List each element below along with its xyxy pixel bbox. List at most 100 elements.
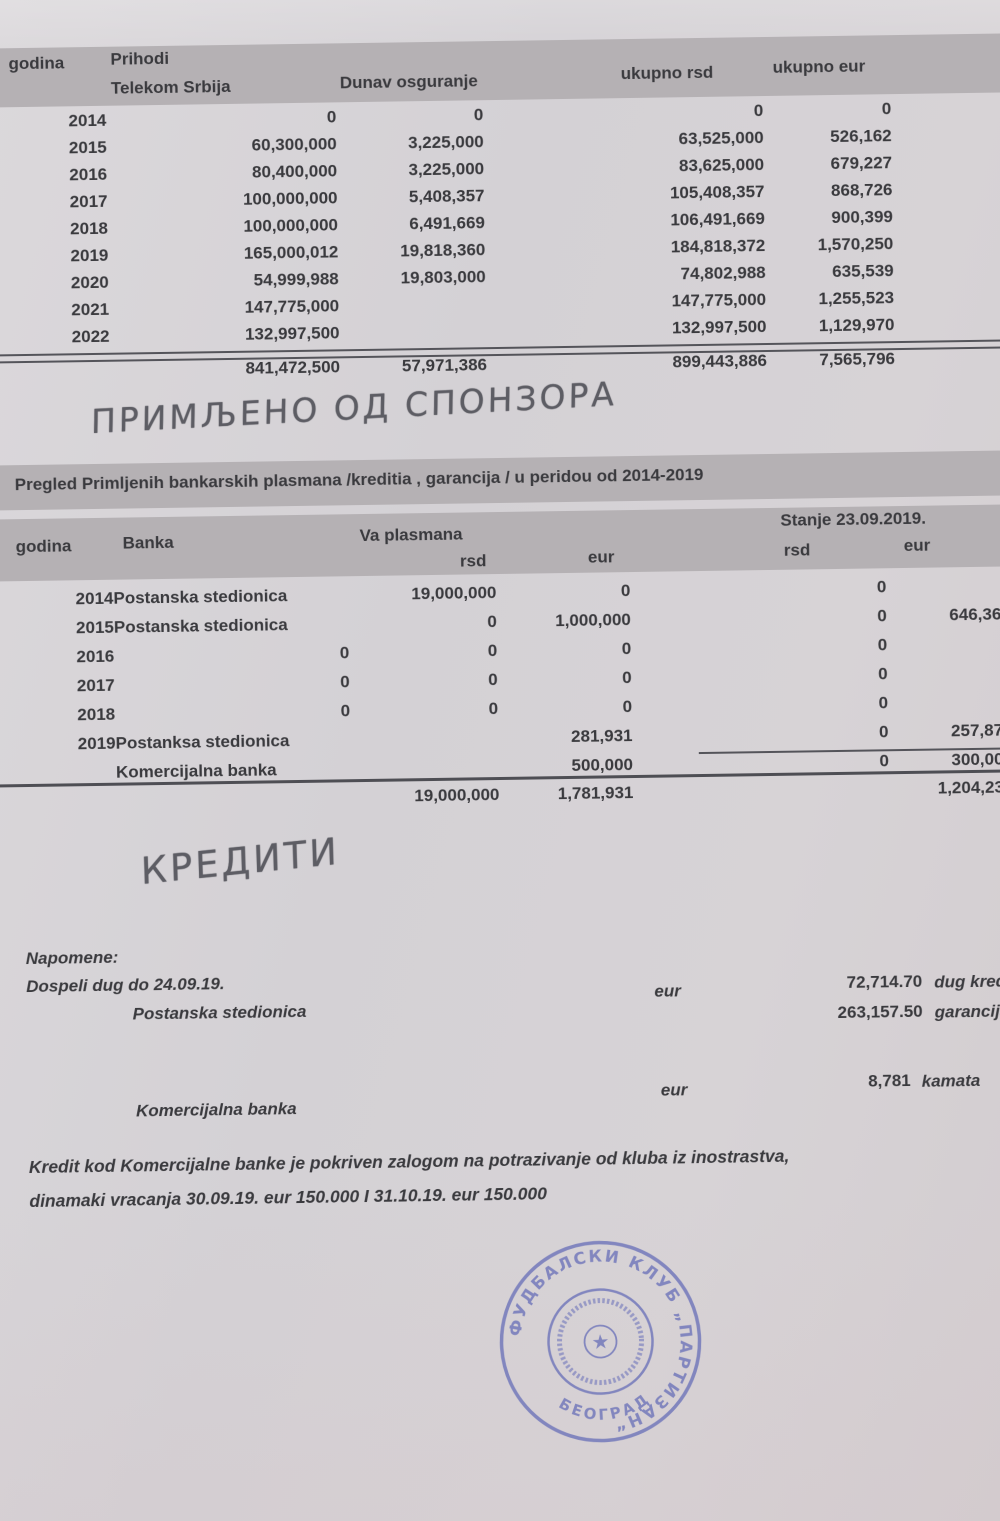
cell-rsd: 0 [488, 698, 499, 718]
cell-ukupno-eur: 1,129,970 [818, 314, 895, 335]
cell-year: 2022 [71, 326, 110, 346]
cell-stanje-eur: 0 [887, 657, 1000, 688]
cell-ukupno-rsd: 184,818,372 [670, 235, 766, 256]
cell-dunav: 3,225,000 [407, 131, 484, 152]
table1-header-ukupno-eur: ukupno eur [772, 56, 866, 77]
handwritten-note-loans: КРЕДИТИ [140, 829, 341, 894]
cell-telekom: 100,000,000 [243, 214, 339, 236]
table2-header-godina: godina [15, 536, 72, 557]
cell-year: 2019 [70, 245, 109, 265]
cell-year: 2015 [75, 617, 115, 637]
cell-bank [115, 668, 330, 700]
total-eur: 1,781,931 [557, 782, 634, 803]
cell-stanje-rsd: 0 [876, 576, 887, 596]
cell-year: 2017 [69, 191, 108, 211]
cell-eur: 0 [620, 580, 631, 600]
cell-ukupno-eur: 679,227 [830, 152, 893, 173]
total-telekom: 841,472,500 [245, 356, 341, 378]
handwritten-note-sponsors: ПРИМЉЕНО ОД СПОНЗОРА [90, 374, 618, 442]
credit-note-line1: Kredit kod Komercijalne banke je pokrive… [28, 1145, 790, 1178]
cell-telekom: 0 [326, 106, 337, 127]
cell-bank [114, 639, 329, 671]
cell-ukupno-eur: 868,726 [830, 179, 893, 200]
cell-stanje-rsd: 0 [878, 663, 888, 683]
notes-bank2: Komercijalna banka [135, 1099, 297, 1121]
table2-subheader-rsd: rsd [459, 551, 487, 571]
cell-stanje-eur: 646,369 [949, 603, 1000, 624]
cell-rsd: 19,000,000 [411, 582, 497, 603]
cell-year: 2018 [69, 218, 109, 238]
cell-dunav: 6,491,669 [409, 212, 486, 233]
cell-year: 2015 [68, 137, 107, 157]
cell-stanje-rsd: 0 [878, 721, 889, 741]
cell-year: 2018 [77, 704, 116, 724]
cell-year: 2014 [75, 588, 114, 608]
cell-ukupno-rsd: 105,408,357 [669, 181, 765, 202]
cell-dunav [339, 290, 486, 319]
stamp-emblem-core [583, 1324, 618, 1359]
credit-note-line2: dinamaki vracanja 30.09.19. eur 150.000 … [29, 1183, 548, 1212]
table2-subheader-stanje-eur: eur [903, 535, 931, 555]
cell-year: 2014 [68, 110, 107, 130]
cell-ukupno-eur: 900,399 [831, 206, 894, 227]
club-stamp: ★ ФУДБАЛСКИ КЛУБ „ПАРТИЗАН“ БЕОГРАД [499, 1240, 702, 1443]
table1-header-prihodi: Prihodi [110, 48, 170, 69]
cell-stanje-eur: 0 [887, 628, 1000, 659]
cell-year: 2016 [76, 646, 115, 666]
total-ukupno-rsd: 899,443,886 [672, 350, 768, 371]
cell-ukupno-rsd: 0 [753, 100, 764, 120]
cell-year: 2016 [69, 164, 108, 184]
cell-ukupno-eur: 1,255,523 [818, 287, 895, 308]
notes-due-line: Dospeli dug do 24.09.19. [26, 974, 225, 997]
table1-header-godina: godina [8, 53, 65, 74]
cell-bank [115, 697, 330, 729]
cell-year: 2019 [77, 733, 116, 753]
stamp-outer-ring [499, 1240, 702, 1443]
stamp-emblem-ring [547, 1288, 654, 1395]
notes-amount-debt: 72,714.70 [846, 971, 923, 992]
total-dunav: 57,971,386 [401, 354, 488, 375]
cell-ukupno-eur: 526,162 [830, 125, 892, 146]
total-rsd: 19,000,000 [414, 784, 500, 805]
cell-telekom: 80,400,000 [251, 160, 338, 182]
cell-dunav: 19,818,360 [400, 239, 486, 260]
cell-dunav: 19,803,000 [400, 266, 486, 287]
notes-currency1: eur [654, 981, 681, 1001]
stamp-star-icon: ★ [591, 1329, 611, 1354]
notes-currency2: eur [660, 1080, 688, 1100]
table2-header-stanje: Stanje 23.09.2019. [780, 508, 927, 530]
cell-telekom: 147,775,000 [244, 295, 340, 317]
cell-dunav: 3,225,000 [408, 158, 485, 179]
table2-subheader-eur: eur [587, 547, 615, 567]
cell-ukupno-eur: 0 [881, 98, 892, 118]
cell-stanje-eur: 257,870 [950, 719, 1000, 740]
notes-label-guarantee: garancija [934, 1001, 1000, 1022]
cell-telekom: 100,000,000 [242, 187, 338, 209]
cell-ukupno-rsd: 63,525,000 [678, 127, 764, 148]
cell-stanje-eur: 0 [888, 686, 1000, 717]
cell-eur: 1,000,000 [555, 609, 631, 630]
cell-ukupno-rsd: 147,775,000 [671, 289, 767, 310]
cell-eur: 0 [622, 696, 633, 716]
cell-ukupno-rsd: 132,997,500 [671, 316, 767, 337]
cell-telekom: 165,000,012 [243, 241, 339, 263]
cell-stanje-rsd: 0 [877, 634, 888, 654]
cell-ukupno-rsd: 106,491,669 [670, 208, 766, 229]
cell-telekom: 132,997,500 [244, 322, 340, 344]
cell-rsd: 0 [488, 669, 498, 689]
table1-header-ukupno-rsd: ukupno rsd [620, 62, 714, 84]
cell-rsd: 0 [487, 640, 498, 660]
cell-rsd: 0 [487, 611, 497, 631]
cell-stanje-rsd: 0 [878, 692, 889, 712]
cell-telekom: 60,300,000 [251, 133, 337, 155]
total-stanje-eur: 1,204,239 [937, 776, 1000, 798]
cell-year: 2020 [70, 272, 109, 292]
table1-header-telekom: Telekom Srbija [110, 76, 231, 98]
cell-bank: Postanska stedionica [113, 585, 288, 608]
cell-eur: 0 [622, 667, 632, 687]
table2-subheader-stanje-rsd: rsd [783, 540, 811, 560]
notes-bank1: Postanska stedionica [132, 1001, 307, 1024]
